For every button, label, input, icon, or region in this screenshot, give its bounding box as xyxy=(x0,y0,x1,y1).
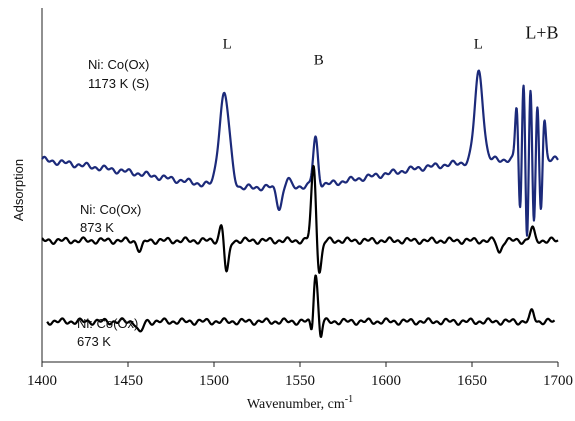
x-axis-label-text: Wavenumber, cm xyxy=(247,397,345,412)
spectrum-line-1 xyxy=(41,164,559,274)
peak-annotations: L B L L+B xyxy=(223,22,559,68)
peak-annotation: B xyxy=(314,53,324,69)
x-tick-label: 1600 xyxy=(371,373,401,389)
series-label-line1: Ni: Co(Ox) xyxy=(80,202,141,217)
series-label-line2: 1173 K (S) xyxy=(88,76,149,91)
series-label-line2: 873 K xyxy=(80,220,114,235)
series-label-line2: 673 K xyxy=(77,334,111,349)
x-tick-label: 1500 xyxy=(199,373,229,389)
spectrum-line-2 xyxy=(46,274,556,338)
x-axis-ticks: 1400 1450 1500 1550 1600 1650 1700 xyxy=(27,362,573,389)
series-label-1173k: Ni: Co(Ox) 1173 K (S) xyxy=(88,57,149,91)
spectrum-line-0 xyxy=(41,69,559,237)
y-axis-label: Adsorption xyxy=(11,159,26,221)
x-tick-label: 1650 xyxy=(457,373,487,389)
series-label-673k: Ni: Co(Ox) 673 K xyxy=(77,316,138,349)
x-tick-label: 1550 xyxy=(285,373,315,389)
peak-annotation: L+B xyxy=(525,22,558,42)
series-label-873k: Ni: Co(Ox) 873 K xyxy=(80,202,141,235)
x-tick-label: 1700 xyxy=(543,373,573,389)
x-axis-label: Wavenumber, cm-1 xyxy=(247,394,353,412)
series-label-line1: Ni: Co(Ox) xyxy=(77,316,138,331)
series-label-line1: Ni: Co(Ox) xyxy=(88,57,149,72)
spectra-lines xyxy=(41,69,559,338)
peak-annotation: L xyxy=(223,36,232,52)
x-axis-label-superscript: -1 xyxy=(345,394,353,405)
x-tick-label: 1400 xyxy=(27,373,57,389)
peak-annotation: L xyxy=(474,36,483,52)
x-tick-label: 1450 xyxy=(113,373,143,389)
